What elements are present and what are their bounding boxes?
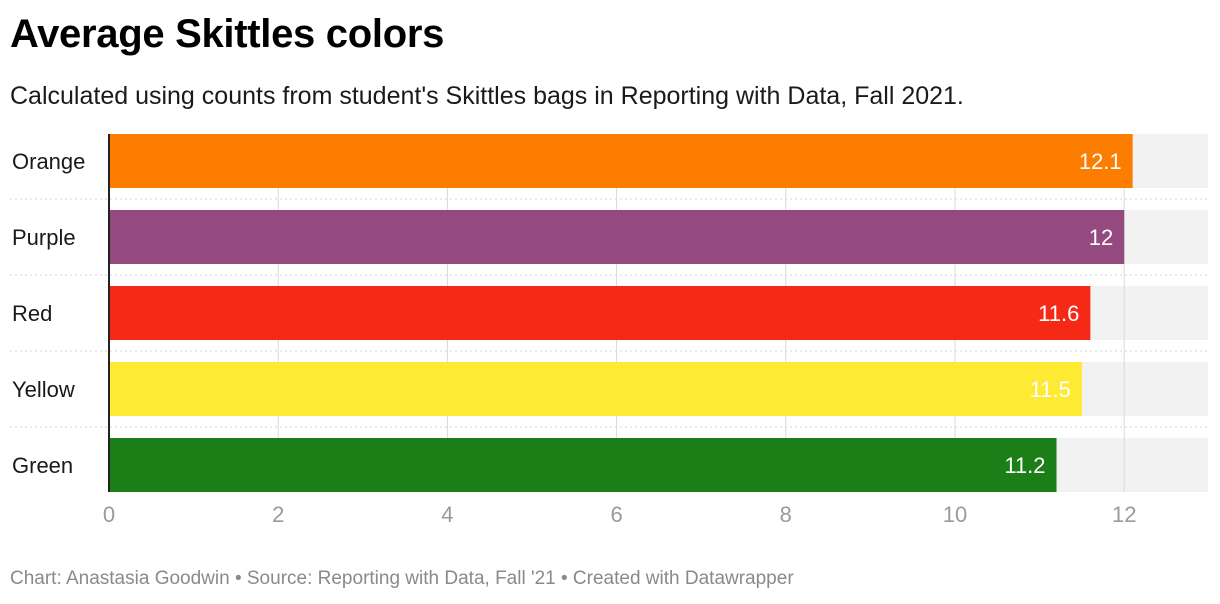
bar-red [109, 286, 1091, 340]
chart-footer: Chart: Anastasia Goodwin • Source: Repor… [10, 568, 794, 589]
value-label: 11.5 [1030, 377, 1071, 402]
bar-green [109, 438, 1057, 492]
category-label: Yellow [12, 377, 75, 402]
x-tick-label: 8 [780, 502, 792, 527]
x-tick-label: 6 [610, 502, 622, 527]
category-label: Purple [12, 225, 76, 250]
chart-subtitle: Calculated using counts from student's S… [10, 82, 964, 110]
chart-title: Average Skittles colors [10, 12, 445, 56]
bar-orange [109, 134, 1133, 188]
category-label: Red [12, 301, 52, 326]
x-axis-ticks: 0 2 4 6 8 10 12 [103, 134, 1136, 527]
labels: Orange 12.1 Purple 12 Red 11.6 Yellow 11.5 Green… [12, 149, 1122, 478]
bar-purple [109, 210, 1125, 264]
x-tick-label: 0 [103, 502, 115, 527]
value-label: 12.1 [1079, 149, 1122, 174]
x-tick-label: 2 [272, 502, 284, 527]
x-tick-label: 4 [441, 502, 453, 527]
value-label: 12 [1089, 225, 1113, 250]
x-tick-label: 10 [943, 502, 967, 527]
bar-chart: Orange 12.1 Purple 12 Red 11.6 Yellow 11.5 Green… [10, 134, 1208, 527]
category-label: Orange [12, 149, 85, 174]
value-label: 11.2 [1004, 453, 1045, 478]
category-label: Green [12, 453, 73, 478]
value-label: 11.6 [1038, 301, 1079, 326]
bars [109, 134, 1133, 492]
bar-yellow [109, 362, 1082, 416]
x-tick-label: 12 [1112, 502, 1136, 527]
